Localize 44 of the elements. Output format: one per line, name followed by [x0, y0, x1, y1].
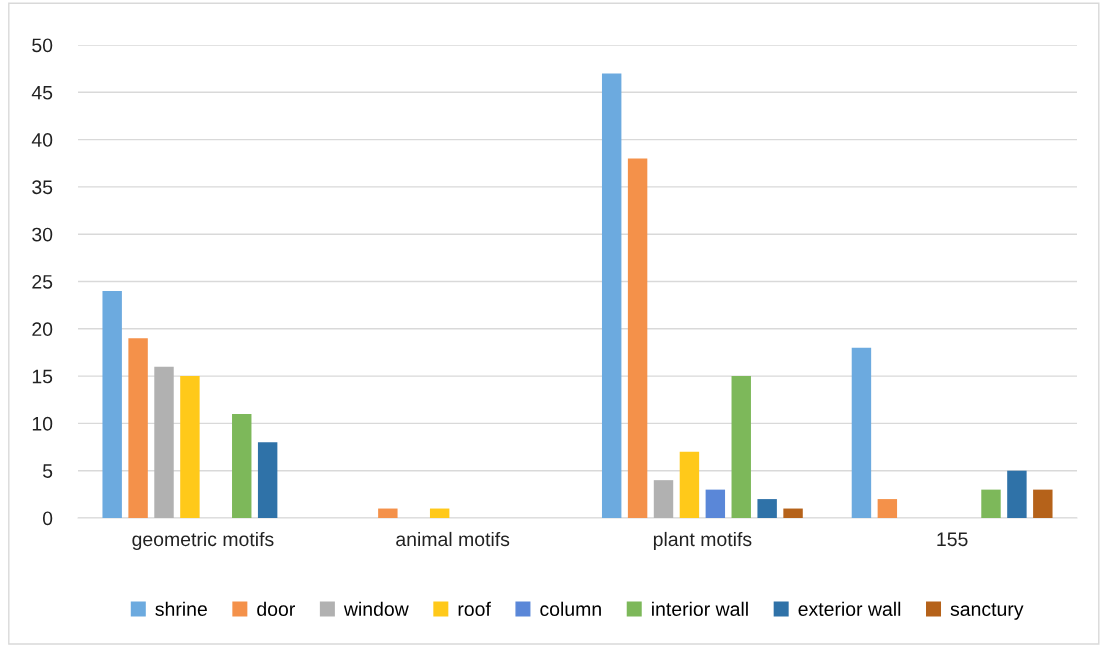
legend-label: door — [257, 601, 295, 616]
y-tick-label: 15 — [32, 369, 53, 384]
y-tick-label: 30 — [32, 227, 53, 242]
bar — [429, 508, 450, 518]
legend-label: sanctury — [950, 603, 1024, 620]
bar — [1007, 470, 1027, 518]
bar — [877, 499, 898, 518]
bar — [627, 158, 648, 518]
bar — [679, 451, 700, 518]
y-tick-label: 20 — [32, 322, 53, 337]
legend-label: shrine — [155, 601, 207, 616]
y-tick-label: 40 — [31, 133, 53, 147]
bar — [705, 489, 726, 518]
legend-label: interior wall — [652, 601, 748, 616]
bar — [378, 508, 398, 518]
bar — [154, 366, 174, 518]
y-tick-label: 10 — [32, 416, 53, 431]
y-tick-label: 0 — [42, 511, 53, 526]
bar — [783, 508, 803, 518]
bar — [180, 376, 200, 518]
bar — [1033, 489, 1053, 518]
bar — [601, 73, 622, 518]
bar — [851, 347, 872, 518]
x-tick-label: 155 — [937, 532, 968, 547]
bar — [981, 489, 1001, 518]
bar — [257, 442, 278, 518]
y-tick-label: 45 — [31, 85, 53, 100]
y-tick-label: 25 — [32, 274, 53, 289]
bar — [128, 338, 148, 518]
legend-label: column — [540, 601, 601, 616]
x-tick-label: animal motifs — [396, 531, 510, 547]
bar — [731, 376, 751, 518]
bar — [757, 499, 777, 518]
y-tick-label: 50 — [32, 38, 53, 53]
y-tick-label: 35 — [32, 180, 53, 195]
x-tick-label: geometric motifs — [132, 531, 274, 551]
legend-label: window — [343, 601, 409, 616]
legend-label: roof — [458, 601, 491, 616]
bar — [653, 480, 674, 518]
y-tick-label: 5 — [42, 464, 53, 478]
legend-label: exterior wall — [798, 601, 901, 616]
bar — [102, 290, 122, 518]
x-tick-label: plant motifs — [653, 531, 752, 551]
bar — [232, 413, 252, 518]
